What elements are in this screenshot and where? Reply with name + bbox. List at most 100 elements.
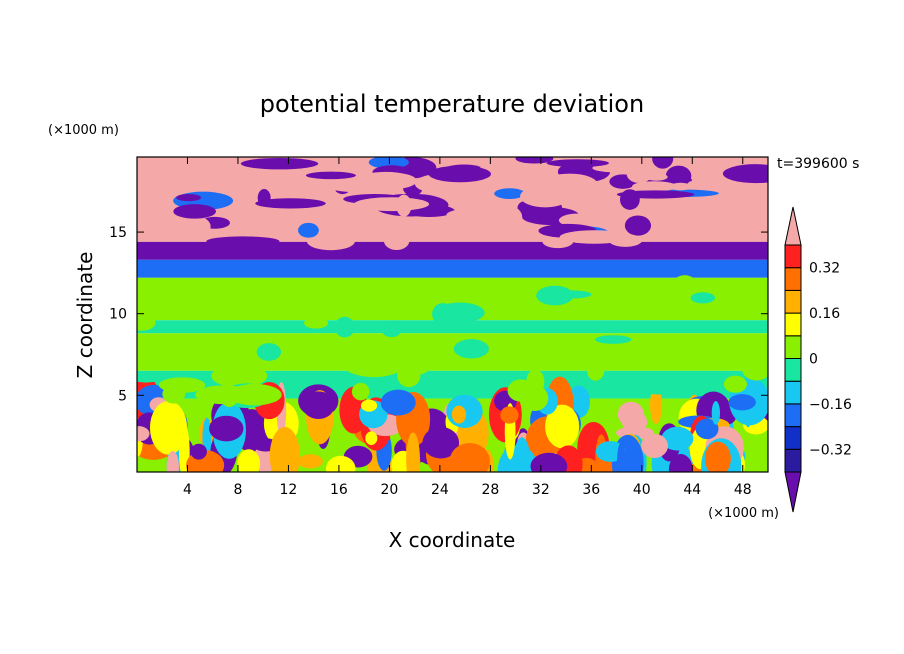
field-cell — [616, 441, 626, 472]
plot-frame — [136, 156, 769, 473]
x-tick-label: 36 — [582, 482, 600, 498]
field-cell — [704, 441, 731, 472]
field-cell — [632, 181, 677, 192]
field-cell — [650, 346, 675, 356]
field-cell — [297, 454, 323, 469]
field-cell — [665, 165, 692, 187]
field-cell — [690, 292, 716, 304]
field-cell — [428, 165, 491, 183]
field-cell — [156, 157, 169, 169]
x-tick-label: 16 — [330, 482, 348, 498]
field-cell — [397, 363, 421, 388]
field-cell — [354, 171, 417, 190]
field-cell — [661, 426, 694, 451]
field-cell — [422, 426, 460, 459]
colorbar-box — [784, 267, 802, 291]
field-cell — [656, 208, 679, 229]
field-cell — [446, 207, 514, 223]
x-tick-label: 32 — [532, 482, 550, 498]
colorbar-tick-label: 0.16 — [809, 306, 840, 322]
colorbar-box — [784, 289, 802, 314]
field-cell — [380, 389, 416, 416]
field-cell — [545, 335, 578, 346]
field-cell — [737, 301, 768, 316]
x-tick-label: 12 — [280, 482, 298, 498]
field-cell — [298, 222, 319, 238]
field-cell — [536, 285, 574, 306]
field-cell — [494, 188, 526, 199]
field-cell — [146, 172, 169, 197]
time-label: t=399600 s — [777, 156, 859, 172]
field-cell — [722, 164, 768, 184]
field-cell — [381, 320, 402, 338]
field-cell — [490, 177, 535, 186]
field-cell — [586, 358, 605, 381]
x-tick-label: 48 — [734, 482, 752, 498]
field-cell — [622, 410, 648, 434]
field-cell — [634, 383, 693, 395]
x-tick-label: 20 — [380, 482, 398, 498]
colorbar-tick-label: −0.32 — [809, 442, 852, 458]
field-cell — [305, 171, 356, 180]
colorbar-box — [784, 448, 802, 473]
x-axis-label: X coordinate — [389, 528, 516, 552]
field-cell — [731, 211, 768, 235]
x-unit-label: (×1000 m) — [708, 506, 779, 521]
field-cell — [624, 215, 652, 236]
colorbar-box — [784, 335, 802, 359]
field-cell — [209, 415, 244, 442]
field-cell — [211, 364, 268, 388]
field-cell — [237, 449, 261, 472]
field-cell — [354, 197, 430, 212]
field-cell — [530, 452, 568, 472]
field-cell — [176, 194, 202, 202]
field-cell — [360, 399, 378, 412]
field-cell — [137, 426, 150, 442]
colorbar-box — [784, 358, 802, 382]
field-cell — [269, 427, 300, 472]
field-cell — [721, 204, 763, 215]
field-cell — [388, 278, 407, 304]
field-band — [137, 259, 768, 278]
field-cell — [396, 194, 412, 217]
field-cell — [741, 357, 768, 381]
field-cell — [383, 231, 410, 251]
field-cell — [264, 278, 283, 303]
field-cell — [668, 454, 693, 472]
x-tick-label: 8 — [233, 482, 242, 498]
field-cell — [173, 204, 217, 219]
field-cell — [515, 157, 554, 164]
colorbar-tick-label: 0 — [809, 352, 818, 368]
field-cell — [255, 198, 326, 209]
field-cell — [166, 451, 179, 472]
field-cell — [500, 406, 519, 424]
x-tick-label: 40 — [633, 482, 651, 498]
colorbar: 0.32 0.16 0 −0.16 −0.32 — [784, 206, 852, 513]
field-cell — [325, 455, 356, 472]
field-cell — [240, 157, 319, 170]
colorbar-box — [784, 312, 802, 337]
field-cell — [520, 185, 571, 208]
contour-field — [137, 157, 768, 472]
field-cell — [652, 157, 674, 169]
field-cell — [451, 405, 467, 424]
field-cell — [368, 157, 409, 169]
field-cell — [545, 404, 580, 449]
x-tick-label: 28 — [481, 482, 499, 498]
field-cell — [179, 215, 211, 238]
field-cell — [365, 431, 378, 446]
field-cell — [351, 382, 370, 401]
colorbar-box — [784, 426, 802, 450]
colorbar-box — [784, 380, 802, 405]
field-cell — [508, 208, 523, 232]
field-cell — [206, 236, 280, 247]
field-cell — [636, 283, 686, 300]
field-cell — [406, 432, 420, 472]
y-unit-label: (×1000 m) — [48, 123, 119, 138]
colorbar-box — [784, 403, 802, 428]
field-cell — [432, 303, 454, 326]
field-cell — [190, 443, 207, 460]
field-cell — [256, 343, 282, 361]
y-tick-label: 5 — [118, 388, 127, 404]
